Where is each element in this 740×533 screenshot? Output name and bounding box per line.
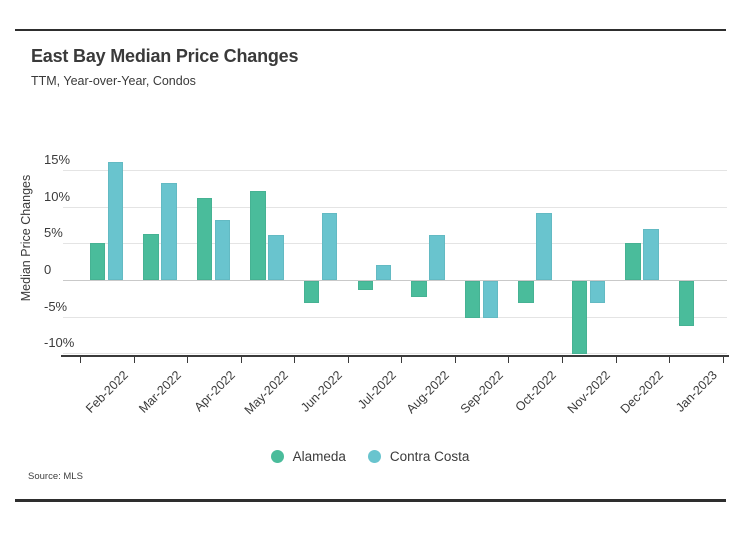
bar-contra-costa-apr-2022 [214, 219, 231, 280]
x-axis-tick [561, 357, 563, 363]
gridline [63, 353, 727, 355]
bottom-rule [15, 499, 726, 502]
legend-item-contra-costa: Contra Costa [367, 448, 470, 464]
bar-alameda-jul-2022 [357, 281, 374, 290]
x-tick-label: Apr-2022 [191, 368, 238, 415]
x-axis-tick [454, 357, 456, 363]
legend-marker-contra-costa-icon [367, 449, 381, 463]
bar-alameda-jan-2023 [678, 281, 695, 326]
x-tick-label: Nov-2022 [564, 368, 613, 417]
bar-alameda-mar-2022 [143, 233, 159, 280]
y-tick-label: 15% [44, 152, 71, 167]
y-axis-title: Median Price Changes [19, 174, 33, 302]
bar-contra-costa-oct-2022 [536, 213, 552, 280]
x-axis-tick [508, 357, 510, 363]
bar-alameda-oct-2022 [518, 281, 534, 303]
x-tick-label: Jan-2023 [672, 368, 720, 415]
bar-contra-costa-aug-2022 [429, 235, 445, 280]
bar-contra-costa-nov-2022 [589, 281, 606, 303]
legend-item-alameda: Alameda [270, 448, 346, 464]
x-axis-tick [669, 357, 671, 363]
bar-alameda-apr-2022 [196, 197, 213, 280]
gridline [63, 243, 727, 245]
gridline [63, 206, 727, 208]
x-tick-label: Sep-2022 [457, 368, 506, 417]
x-tick-label: Aug-2022 [403, 368, 452, 417]
bar-contra-costa-jul-2022 [375, 264, 392, 280]
bar-alameda-feb-2022 [89, 243, 106, 280]
legend: Alameda Contra Costa [0, 446, 740, 466]
bar-chart-plot [61, 150, 729, 363]
bar-alameda-nov-2022 [571, 281, 588, 355]
y-tick-label: -10% [44, 335, 75, 351]
y-tick-label: 0 [44, 262, 52, 277]
x-tick-label: May-2022 [242, 368, 292, 418]
page-subtitle: TTM, Year-over-Year, Condos [31, 74, 196, 88]
x-axis-tick [347, 357, 349, 363]
x-tick-label: Dec-2022 [617, 368, 667, 417]
x-axis-tick [294, 357, 296, 363]
bar-contra-costa-feb-2022 [107, 161, 124, 280]
top-rule [15, 29, 726, 31]
bar-contra-costa-jun-2022 [321, 212, 338, 280]
x-axis-tick [187, 357, 189, 363]
bar-contra-costa-may-2022 [268, 235, 284, 280]
x-tick-label: Jul-2022 [354, 368, 399, 412]
legend-label-alameda: Alameda [292, 448, 346, 464]
x-tick-label: Mar-2022 [136, 368, 185, 416]
bar-contra-costa-dec-2022 [643, 228, 659, 280]
y-tick-label: 10% [44, 188, 71, 204]
source-text: Source: MLS [28, 471, 83, 482]
gridline [63, 170, 727, 171]
bar-alameda-aug-2022 [411, 281, 427, 298]
x-axis-tick [722, 357, 724, 363]
x-axis-tick [401, 357, 403, 363]
bar-alameda-dec-2022 [625, 243, 641, 280]
x-axis-tick [615, 357, 617, 363]
y-tick-label: 5% [44, 225, 63, 241]
legend-marker-alameda-icon [270, 449, 284, 463]
x-tick-label: Oct-2022 [512, 368, 560, 415]
page-title: East Bay Median Price Changes [31, 46, 299, 66]
x-axis-tick [133, 357, 135, 363]
zero-gridline [63, 280, 727, 281]
x-axis-line [61, 355, 729, 357]
legend-label-contra-costa: Contra Costa [389, 448, 470, 464]
x-axis-tick [240, 357, 242, 363]
gridline [63, 316, 727, 318]
x-tick-label: Jun-2022 [298, 368, 345, 415]
y-tick-label: -5% [44, 298, 68, 314]
x-tick-label: Feb-2022 [82, 368, 131, 416]
bar-contra-costa-sep-2022 [482, 281, 499, 318]
bar-alameda-sep-2022 [464, 281, 481, 318]
bar-contra-costa-mar-2022 [161, 183, 177, 280]
x-axis-tick [80, 357, 81, 363]
bar-alameda-jun-2022 [303, 281, 320, 303]
bar-alameda-may-2022 [250, 191, 266, 280]
